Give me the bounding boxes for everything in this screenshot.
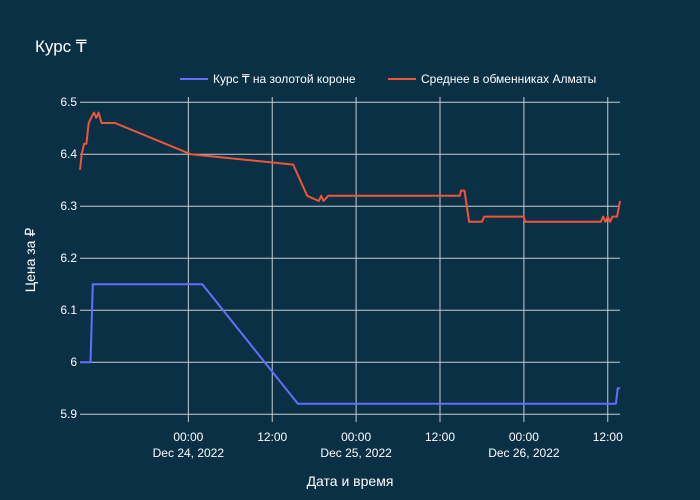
y-tick-label: 6 bbox=[70, 355, 77, 369]
legend-item-almaty-average[interactable]: Среднее в обменниках Алматы bbox=[388, 72, 596, 86]
x-axis-title: Дата и время bbox=[307, 473, 394, 489]
y-tick-label: 6.3 bbox=[60, 199, 77, 213]
y-tick-label: 6.5 bbox=[60, 95, 77, 109]
legend-item-golden-crown[interactable]: Курс ₸ на золотой короне bbox=[180, 72, 356, 86]
grid-lines bbox=[80, 97, 620, 422]
y-tick-label: 6.2 bbox=[60, 251, 77, 265]
y-axis-ticks: 5.9 6 6.1 6.2 6.3 6.4 6.5 bbox=[60, 95, 77, 421]
y-tick-label: 6.1 bbox=[60, 303, 77, 317]
legend-label-almaty-average: Среднее в обменниках Алматы bbox=[421, 72, 596, 86]
chart-title: Курс ₸ bbox=[35, 37, 87, 56]
x-tick-label: 00:00 bbox=[509, 430, 539, 444]
legend-label-golden-crown: Курс ₸ на золотой короне bbox=[213, 72, 356, 86]
y-axis-title: Цена за ₽ bbox=[22, 228, 38, 293]
x-tick-label: 00:00 bbox=[173, 430, 203, 444]
x-tick-date-label: Dec 25, 2022 bbox=[320, 446, 392, 460]
y-tick-label: 5.9 bbox=[60, 407, 77, 421]
series-lines bbox=[79, 111, 621, 405]
x-tick-label: 00:00 bbox=[341, 430, 371, 444]
x-tick-label: 12:00 bbox=[593, 430, 623, 444]
legend[interactable]: Курс ₸ на золотой короне Среднее в обмен… bbox=[180, 72, 596, 86]
series-line-almaty-average bbox=[79, 111, 621, 223]
y-tick-label: 6.4 bbox=[60, 147, 77, 161]
series-line-golden-crown bbox=[80, 283, 620, 405]
x-axis-ticks: 00:00 Dec 24, 2022 12:00 00:00 Dec 25, 2022 1… bbox=[153, 430, 623, 460]
x-tick-label: 12:00 bbox=[257, 430, 287, 444]
x-tick-date-label: Dec 26, 2022 bbox=[488, 446, 560, 460]
x-tick-date-label: Dec 24, 2022 bbox=[153, 446, 225, 460]
x-tick-label: 12:00 bbox=[425, 430, 455, 444]
